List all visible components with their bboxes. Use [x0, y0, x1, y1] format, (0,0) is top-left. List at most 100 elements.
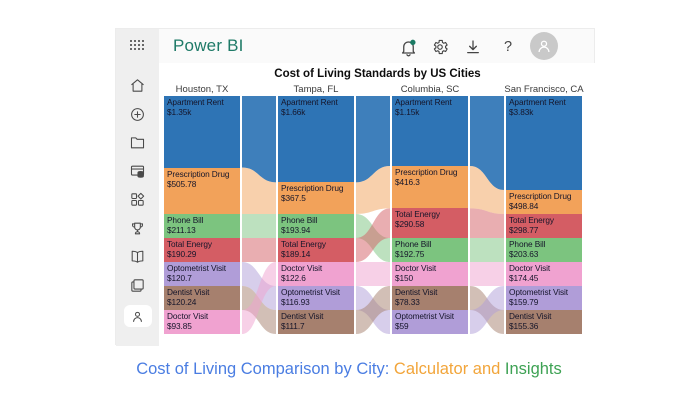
chart-segment[interactable]: Optometrist Visit $159.79: [506, 286, 582, 310]
chart-segment[interactable]: Dentist Visit $78.33: [392, 286, 468, 310]
sidebar-item-data-hub[interactable]: [125, 163, 151, 180]
segment-label: Total Energy: [167, 239, 212, 249]
ribbon-flow[interactable]: [242, 214, 276, 238]
segment-value: $505.78: [167, 178, 197, 189]
chart-segment[interactable]: Dentist Visit $111.7: [278, 310, 354, 334]
help-icon: ?: [503, 39, 513, 55]
chart-segment[interactable]: Doctor Visit $174.45: [506, 262, 582, 286]
book-icon: [131, 250, 144, 263]
segment-label: Apartment Rent: [281, 97, 338, 107]
account-avatar[interactable]: [530, 32, 558, 60]
segment-label: Doctor Visit: [281, 263, 323, 273]
chart-segment[interactable]: Prescription Drug $367.5: [278, 182, 354, 214]
segment-label: Total Energy: [509, 215, 554, 225]
download-button[interactable]: [463, 37, 483, 57]
segment-label: Dentist Visit: [509, 311, 552, 321]
powerbi-window: Power BI ?: [115, 28, 596, 346]
segment-value: $1.35k: [167, 107, 192, 117]
segment-value: $120.24: [167, 297, 197, 307]
chart-segment[interactable]: Optometrist Visit $120.7: [164, 262, 240, 286]
segment-value: $190.29: [167, 249, 197, 259]
chart-segment[interactable]: Apartment Rent $3.83k: [506, 96, 582, 190]
ribbon-flow[interactable]: [470, 238, 504, 262]
ribbon-flow[interactable]: [242, 262, 276, 334]
ribbon-flow[interactable]: [470, 96, 504, 190]
chart-segment[interactable]: Total Energy $290.58: [392, 208, 468, 238]
segment-value: $211.13: [167, 225, 196, 235]
segment-label: Phone Bill: [395, 239, 432, 249]
ribbon-flow[interactable]: [470, 166, 504, 214]
segment-value: $193.94: [281, 225, 311, 235]
ribbon-flow[interactable]: [242, 238, 276, 262]
ribbon-flow[interactable]: [356, 208, 390, 262]
chart-segment[interactable]: Optometrist Visit $59: [392, 310, 468, 334]
segment-label: Dentist Visit: [395, 287, 438, 297]
chart-segment[interactable]: Doctor Visit $93.85: [164, 310, 240, 334]
ribbon-chart: Houston, TX Apartment Rent $1.35k Prescript…: [159, 63, 596, 346]
sidebar-item-learn[interactable]: [125, 248, 151, 265]
chart-segment[interactable]: Apartment Rent $1.35k: [164, 96, 240, 168]
segment-label: Phone Bill: [509, 239, 546, 249]
app-header: Power BI ?: [116, 29, 594, 63]
segment-value: $498.84: [509, 201, 539, 211]
chart-segment[interactable]: Total Energy $189.14: [278, 238, 354, 262]
caption-part-green: Insights: [504, 360, 562, 378]
sidebar-item-apps[interactable]: [125, 191, 151, 208]
ribbon-flow[interactable]: [470, 286, 504, 334]
app-launcher-button[interactable]: [116, 29, 159, 63]
sidebar-item-browse[interactable]: [125, 134, 151, 151]
chart-segment[interactable]: Phone Bill $211.13: [164, 214, 240, 238]
segment-label: Prescription Drug: [395, 167, 458, 177]
ribbon-flow[interactable]: [242, 167, 276, 214]
segment-value: $174.45: [509, 273, 539, 283]
chart-segment[interactable]: Doctor Visit $122.6: [278, 262, 354, 286]
notifications-button[interactable]: [398, 37, 418, 57]
segment-label: Apartment Rent: [167, 97, 224, 107]
city-axis-label: Houston, TX: [175, 84, 229, 95]
chart-segment[interactable]: Phone Bill $193.94: [278, 214, 354, 238]
ribbon-flow[interactable]: [470, 262, 504, 286]
report-canvas: Cost of Living Standards by US Cities Ho…: [159, 63, 596, 346]
segment-value: $93.85: [167, 321, 192, 331]
help-button[interactable]: ?: [498, 37, 518, 57]
segment-value: $159.79: [509, 297, 539, 307]
chart-segment[interactable]: Prescription Drug $498.84: [506, 190, 582, 214]
sidebar-item-my-workspace[interactable]: [123, 305, 152, 327]
ribbon-flow[interactable]: [470, 208, 504, 238]
chart-segment[interactable]: Phone Bill $203.63: [506, 238, 582, 262]
caption: Cost of Living Comparison by City: Calcu…: [0, 360, 698, 379]
settings-button[interactable]: [430, 37, 450, 57]
chart-segment[interactable]: Total Energy $298.77: [506, 214, 582, 238]
chart-segment[interactable]: Optometrist Visit $116.93: [278, 286, 354, 310]
chart-segment[interactable]: Dentist Visit $120.24: [164, 286, 240, 310]
chart-segment[interactable]: Doctor Visit $150: [392, 262, 468, 286]
ribbon-flows: [242, 96, 504, 334]
sidebar-item-create[interactable]: [125, 106, 151, 123]
ribbon-flow[interactable]: [356, 286, 390, 334]
chart-segment[interactable]: Prescription Drug $505.78: [164, 167, 240, 214]
chart-segment[interactable]: Apartment Rent $1.66k: [278, 96, 354, 183]
segment-value: $120.7: [167, 273, 192, 283]
segment-value: $78.33: [395, 297, 420, 307]
segment-value: $290.58: [395, 219, 425, 230]
segment-label: Optometrist Visit: [281, 287, 341, 297]
trophy-icon: [132, 222, 143, 234]
ribbon-flow[interactable]: [242, 96, 276, 183]
chart-segment[interactable]: Total Energy $190.29: [164, 238, 240, 262]
ribbon-flow[interactable]: [356, 166, 390, 214]
sidebar-item-workspaces[interactable]: [125, 277, 151, 294]
chart-segment[interactable]: Phone Bill $192.75: [392, 238, 468, 262]
segment-value: $416.3: [395, 177, 420, 187]
ribbon-flow[interactable]: [356, 96, 390, 183]
chart-segment[interactable]: Apartment Rent $1.15k: [392, 96, 468, 166]
nav-sidebar: [116, 63, 159, 346]
chart-segment[interactable]: Dentist Visit $155.36: [506, 310, 582, 334]
segment-value: $122.6: [281, 273, 306, 283]
sidebar-item-home[interactable]: [125, 77, 151, 94]
ribbon-flow[interactable]: [356, 262, 390, 286]
segment-label: Dentist Visit: [167, 287, 210, 297]
chart-segment[interactable]: Prescription Drug $416.3: [392, 166, 468, 209]
sidebar-item-goals[interactable]: [125, 220, 151, 237]
segment-label: Doctor Visit: [395, 263, 437, 273]
segment-label: Prescription Drug: [167, 168, 230, 179]
